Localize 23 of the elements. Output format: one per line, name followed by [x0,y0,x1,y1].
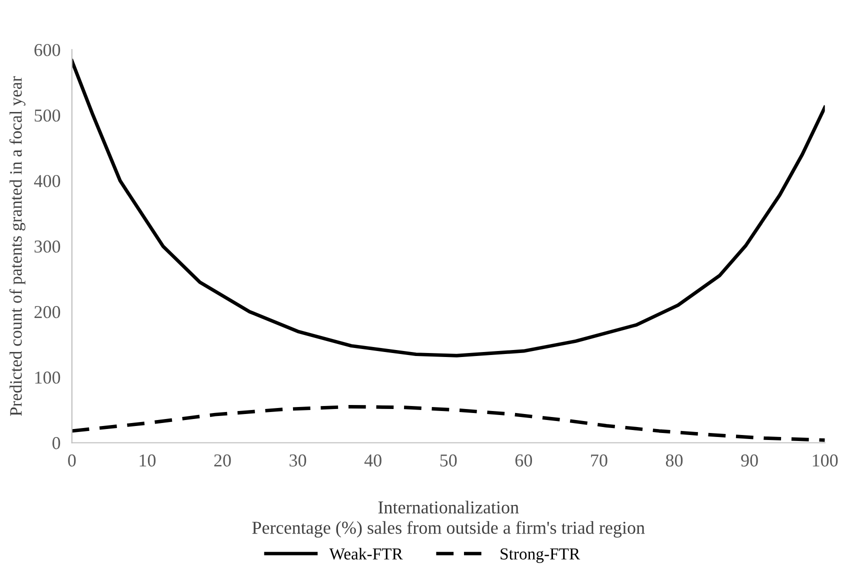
x-tick-label: 60 [515,454,532,467]
x-tick-label: 90 [741,454,758,467]
x-tick-label: 100 [812,454,838,467]
y-tick-label: 200 [34,306,60,318]
x-tick-label: 0 [68,454,76,467]
x-tick-label: 20 [214,454,231,467]
x-tick-label: 10 [140,454,156,467]
x-tick-label: 80 [666,454,683,467]
legend-label: Weak-FTR [329,548,403,560]
x-tick-label: 30 [290,454,306,467]
legend-label: Strong-FTR [500,548,580,563]
y-tick-label: 100 [35,372,60,384]
line-series [72,59,825,358]
y-tick-label: 400 [34,174,60,188]
y-tick-label: 0 [52,437,60,450]
x-tick-label: 50 [440,454,457,467]
y-tick-label: 300 [34,240,60,253]
y-tick-label: 500 [34,109,60,122]
x-tick-label: 40 [364,454,382,467]
y-tick-label: 600 [34,44,60,56]
x-axis-title: Internationalization Percentage (%) sales from outside a firm's triad region [252,500,645,538]
x-tick-label: 70 [591,454,608,467]
y-axis-title: Predicted count of patents granted in a focal year [9,76,26,416]
